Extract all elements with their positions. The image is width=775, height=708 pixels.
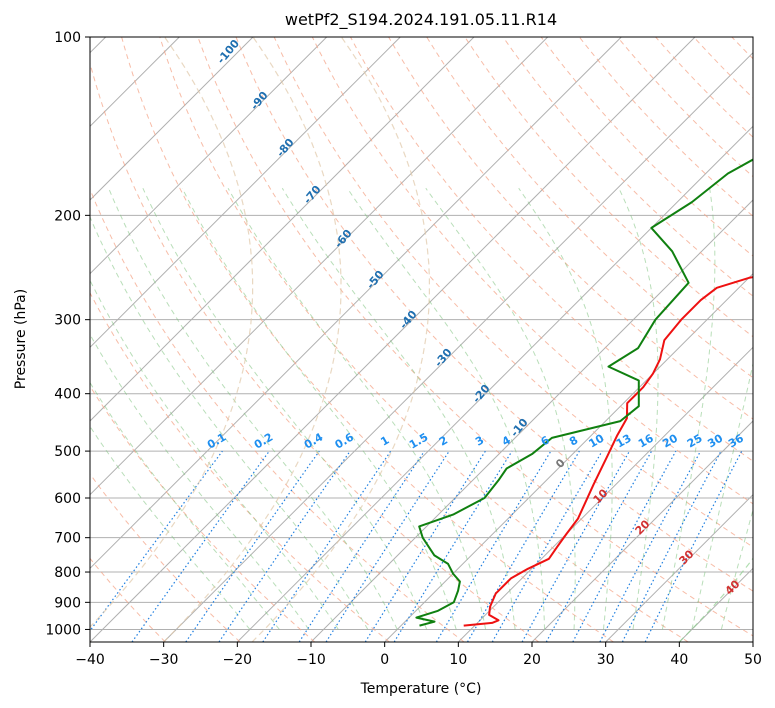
moist-adiabat-line: [90, 333, 310, 630]
y-tick-label: 300: [54, 313, 81, 329]
y-axis-ticks: 1000 900 800 700 600 500 400 300 200 100: [45, 30, 90, 638]
mixing-ratio-line: [131, 450, 270, 642]
mixing-ratio-line: [435, 450, 552, 642]
moist-adiabat-line: [181, 187, 457, 630]
dry-adiabat-line: [197, 37, 753, 637]
moist-adiabat-line: [346, 187, 546, 630]
isotherm-line: [605, 493, 753, 642]
mixing-ratio-line: [572, 450, 677, 642]
moist-adiabat-line: [618, 187, 659, 630]
isotherm-line: [457, 346, 753, 642]
dewpoint-line: [415, 158, 753, 627]
moist-adiabat-line: [227, 187, 487, 630]
moist-adiabat-line: [142, 187, 428, 630]
moist-adiabat-line: [691, 361, 753, 630]
isotherm-line: [90, 37, 254, 201]
moist-adiabat-line: [108, 188, 398, 630]
wet-bulb-arc: [163, 37, 342, 642]
mixing-ratio-line: [545, 450, 653, 642]
mixing-ratio-line: [325, 450, 450, 642]
x-tick-label: 10: [449, 652, 467, 668]
x-tick-label: 50: [744, 652, 762, 668]
dry-adiabat-line: [90, 291, 390, 642]
isotherm-line: [531, 420, 753, 642]
y-tick-label: 1000: [45, 622, 81, 638]
x-tick-label: −40: [75, 652, 105, 668]
y-tick-label: 400: [54, 387, 81, 403]
dry-adiabat-line: [90, 61, 540, 642]
mixing-ratio-line: [393, 450, 513, 642]
moist-adiabat-line: [661, 188, 716, 630]
mixing-ratio-line: [491, 450, 603, 642]
y-tick-label: 200: [54, 208, 81, 224]
x-tick-label: −20: [223, 652, 253, 668]
dry-adiabat-line: [90, 385, 316, 642]
dry-adiabat-line: [90, 188, 465, 642]
moist-adiabat-line: [720, 508, 753, 630]
temperature-line: [463, 276, 753, 627]
isotherm-line: [90, 37, 696, 642]
mixing-ratio-line: [521, 450, 631, 642]
isotherm-line: [163, 51, 753, 642]
mixing-ratio-line: [364, 450, 486, 642]
moist-adiabat-line: [90, 381, 280, 630]
moist-adiabat-line: [518, 187, 613, 630]
isotherm-line: [90, 37, 475, 422]
isotherm-line: [310, 199, 753, 642]
x-tick-label: −10: [296, 652, 326, 668]
wet-bulb-arc: [90, 37, 254, 628]
x-axis-ticks: −40 −30 −20 −10 0 10 20 30 40 50: [75, 642, 762, 668]
chart-title: wetPf2_S194.2024.191.05.11.R14: [285, 10, 557, 30]
moist-adiabat-line: [90, 279, 339, 630]
isotherm-line: [90, 37, 622, 570]
x-tick-label: 40: [670, 652, 688, 668]
x-tick-label: −30: [149, 652, 179, 668]
plot-area: [90, 37, 753, 642]
moist-adiabat-line: [281, 187, 516, 630]
y-tick-label: 800: [54, 565, 81, 581]
x-tick-label: 0: [380, 652, 389, 668]
x-axis-label: Temperature (°C): [360, 681, 482, 697]
y-axis-label: Pressure (hPa): [13, 289, 29, 389]
dry-adiabat-line: [388, 37, 753, 420]
mixing-ratio-line: [218, 450, 351, 642]
y-tick-label: 900: [54, 595, 81, 611]
mixing-ratio-line: [466, 450, 580, 642]
reference-lines: [90, 37, 753, 642]
plot-frame: [89, 36, 754, 643]
isotherm-line: [90, 37, 328, 275]
y-tick-label: 100: [54, 30, 81, 46]
dry-adiabat-line: [235, 37, 753, 592]
x-tick-label: 20: [523, 652, 541, 668]
dry-adiabat-line: [311, 37, 753, 505]
isotherm-line: [90, 37, 549, 496]
dry-adiabat-line: [350, 37, 753, 462]
mixing-ratio-line: [185, 450, 320, 642]
moist-adiabat-line: [425, 187, 576, 630]
sounding-lines: [415, 158, 753, 627]
isotherm-line: [384, 272, 753, 642]
wet-bulb-arc: [251, 37, 430, 642]
isotherm-line: [90, 37, 401, 349]
y-tick-label: 700: [54, 531, 81, 547]
y-tick-label: 600: [54, 491, 81, 507]
x-tick-label: 30: [597, 652, 615, 668]
y-tick-label: 500: [54, 444, 81, 460]
